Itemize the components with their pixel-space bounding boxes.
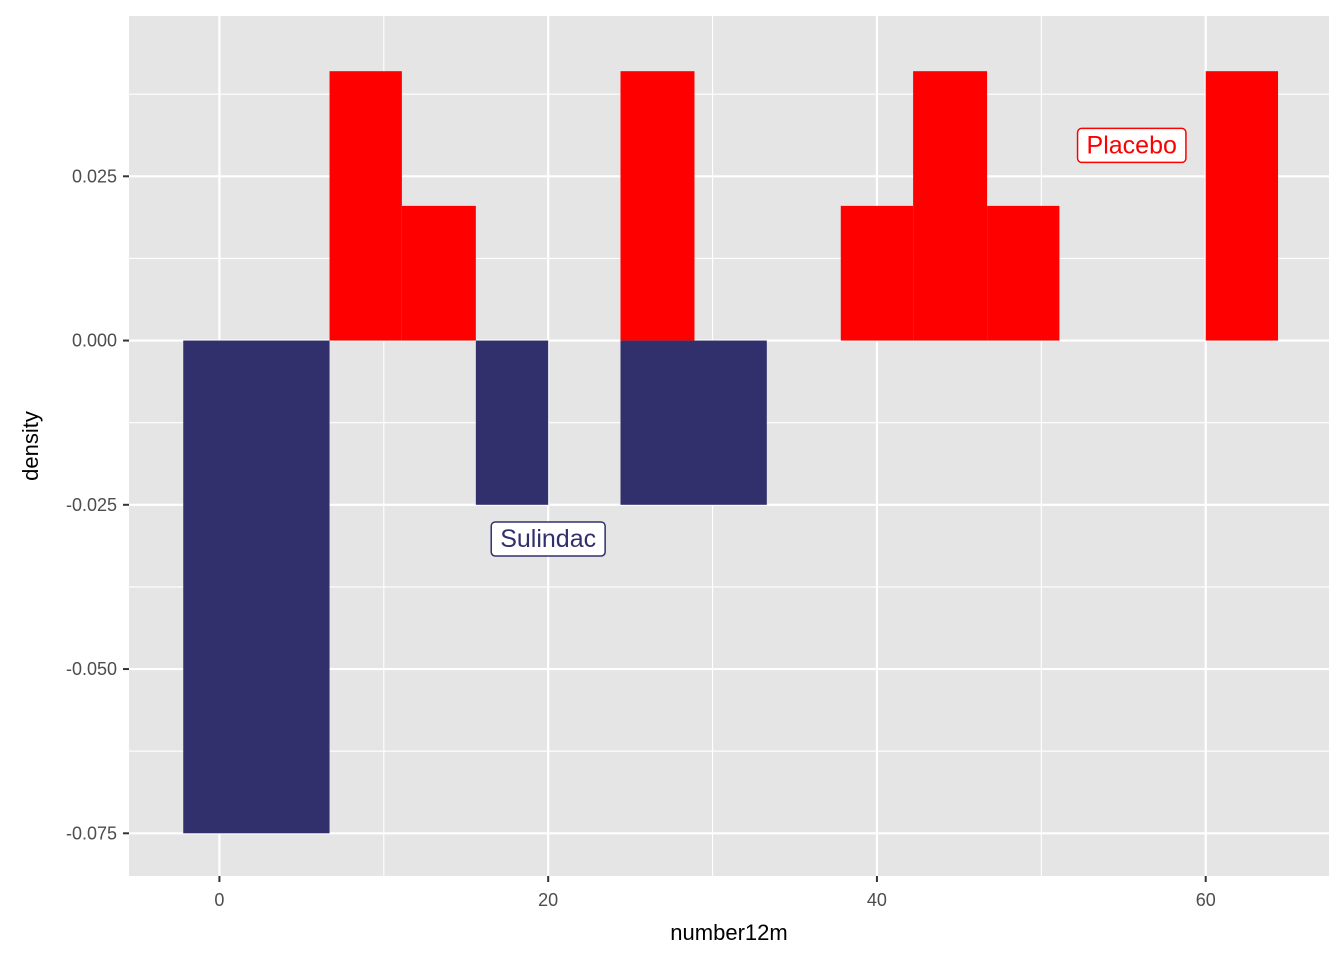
x-tick-label: 60 xyxy=(1196,890,1216,910)
y-axis-title: density xyxy=(18,411,43,481)
x-axis: 0 20 40 60 xyxy=(214,876,1216,910)
label-text: Placebo xyxy=(1087,131,1177,159)
x-axis-title: number12m xyxy=(670,920,787,945)
bar-placebo xyxy=(987,205,1060,341)
y-tick-label: 0.000 xyxy=(72,331,117,351)
y-tick-label: -0.025 xyxy=(66,495,117,515)
bar-placebo xyxy=(1205,71,1279,341)
bar-placebo xyxy=(913,71,988,341)
label-box xyxy=(1076,127,1187,164)
series-label-sulindac: Sulindac xyxy=(490,521,606,557)
label-text: Sulindac xyxy=(500,525,596,553)
y-tick-label: -0.050 xyxy=(66,659,117,679)
bar-placebo xyxy=(620,71,695,341)
histogram-bars xyxy=(183,71,1279,834)
y-tick-label: -0.075 xyxy=(66,823,117,843)
y-tick-label: 0.025 xyxy=(72,166,117,186)
bar-placebo xyxy=(329,71,402,341)
series-label-placebo: Placebo xyxy=(1076,127,1187,164)
x-tick-label: 0 xyxy=(214,890,224,910)
bar-placebo xyxy=(840,205,914,341)
series-labels: Placebo Sulindac xyxy=(490,127,1187,557)
bar-placebo xyxy=(401,205,476,341)
label-box xyxy=(490,521,606,557)
x-tick-label: 40 xyxy=(867,890,887,910)
y-axis: 0.025 0.000 -0.025 -0.050 -0.075 xyxy=(66,166,129,843)
x-tick-label: 20 xyxy=(538,890,558,910)
bar-sulindac xyxy=(183,340,330,834)
bar-sulindac xyxy=(620,340,767,505)
bar-sulindac xyxy=(475,340,549,505)
